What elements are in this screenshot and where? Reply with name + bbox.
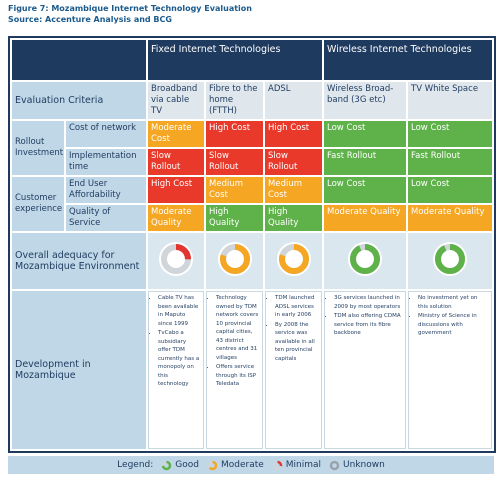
row-group: Rollout Investment [12,121,64,175]
rating-cell: Moderate Quality [408,205,493,231]
legend-icon [272,460,283,470]
bullet-list: Cable TV has been available in Maputo si… [152,294,200,389]
tech-header-row: Evaluation Criteria Broadband via cable … [12,82,493,119]
criteria-row: Quality of Service Moderate Quality High… [12,205,493,231]
tech-name: ADSL [265,82,323,119]
bullet: Offers service through its ISP Teledata [216,363,259,389]
adequacy-label: Overall adequacy for Mozambique Environm… [12,233,146,289]
rating-cell: Low Cost [408,177,493,203]
tech-name: Fibre to the home (FTTH) [206,82,263,119]
bullet: By 2008 the service was available in all… [275,321,318,364]
tech-name: Broadband via cable TV [148,82,204,119]
rating-cell: Medium Cost [265,177,323,203]
bullet: TDM launched ADSL services in early 2006 [275,294,318,320]
rating-cell: Low Cost [324,177,407,203]
group-header: Fixed Internet Technologies [148,40,323,80]
donut [217,242,252,276]
title-block: Figure 7: Mozambique Internet Technology… [8,3,252,25]
development-cell: No investment yet on this solutionMinist… [408,291,493,449]
legend: Legend: Good Moderate Minimal Unknown [8,456,494,474]
rating-cell: Low Cost [408,121,493,147]
legend-label: Legend: [117,460,154,470]
legend-icon [329,460,340,470]
group-header-row: Fixed Internet Technologies Wireless Int… [12,40,493,80]
criteria-row: Rollout Investment Cost of network Moder… [12,121,493,175]
legend-text: Unknown [343,460,385,470]
group-header: Wireless Internet Technologies [324,40,493,80]
legend-text: Good [175,460,199,470]
donut [433,242,468,276]
legend-icon [207,460,218,470]
legend-text: Moderate [220,460,264,470]
evaluation-table: Fixed Internet Technologies Wireless Int… [8,36,497,453]
rating-cell: Fast Rollout [324,149,407,175]
rating-cell: Moderate Quality [148,205,204,231]
rating-cell: Slow Rollout [206,149,263,175]
adequacy-cell [148,233,204,289]
donut [348,242,383,276]
bullet-list: TDM launched ADSL services in early 2006… [269,294,318,363]
bullet: Cable TV has been available in Maputo si… [158,294,200,328]
development-cell: Cable TV has been available in Maputo si… [148,291,204,449]
rating-cell: Medium Cost [206,177,263,203]
criterion: End User Affordability [66,177,146,203]
tech-name: TV White Space [408,82,493,119]
legend-item: Minimal [272,460,321,471]
criterion: Quality of Service [66,205,146,231]
tech-name: Wireless Broad-band (3G etc) [324,82,407,119]
bullet-list: 3G services launched in 2009 by most ope… [328,294,402,338]
legend-item: Moderate [207,460,264,471]
bullet: 3G services launched in 2009 by most ope… [334,294,402,311]
figure-title: Figure 7: Mozambique Internet Technology… [8,4,252,13]
criterion: Implementation time [66,149,146,175]
criteria-row: Implementation time Slow Rollout Slow Ro… [12,149,493,175]
bullet: TDM also offering CDMA service from its … [334,312,402,338]
bullet: Technology owned by TDM network covers 1… [216,294,259,362]
adequacy-cell [265,233,323,289]
development-cell: Technology owned by TDM network covers 1… [206,291,263,449]
donut [276,242,311,276]
bullet: Ministry of Science in discussions with … [418,312,488,338]
rating-cell: High Quality [206,205,263,231]
bullet: No investment yet on this solution [418,294,488,311]
adequacy-cell [206,233,263,289]
legend-item: Unknown [329,460,385,471]
bullet: TvCabo a subsidiary offer TDM currently … [158,329,200,389]
legend-text: Minimal [285,460,322,470]
development-label: Development in Mozambique [12,291,146,449]
bullet-list: Technology owned by TDM network covers 1… [210,294,259,389]
rating-cell: Moderate Cost [148,121,204,147]
adequacy-row: Overall adequacy for Mozambique Environm… [12,233,493,289]
bullet-list: No investment yet on this solutionMinist… [412,294,488,338]
development-cell: 3G services launched in 2009 by most ope… [324,291,407,449]
legend-icon [162,460,172,470]
rating-cell: High Cost [206,121,263,147]
rating-cell: High Cost [148,177,204,203]
rating-cell: High Cost [265,121,323,147]
adequacy-cell [408,233,493,289]
rating-cell: Moderate Quality [324,205,407,231]
legend-item: Good [161,460,199,471]
criteria-header: Evaluation Criteria [12,82,146,119]
rating-cell: Slow Rollout [265,149,323,175]
adequacy-cell [324,233,407,289]
rating-cell: Fast Rollout [408,149,493,175]
criterion: Cost of network [66,121,146,147]
development-cell: TDM launched ADSL services in early 2006… [265,291,323,449]
rating-cell: Slow Rollout [148,149,204,175]
donut [159,242,193,276]
criteria-row: Customer experience End User Affordabili… [12,177,493,231]
figure-source: Source: Accenture Analysis and BCG [8,15,172,24]
blank-cell [12,40,146,80]
row-group: Customer experience [12,177,64,231]
development-row: Development in Mozambique Cable TV has b… [12,291,493,449]
rating-cell: Low Cost [324,121,407,147]
rating-cell: High Quality [265,205,323,231]
